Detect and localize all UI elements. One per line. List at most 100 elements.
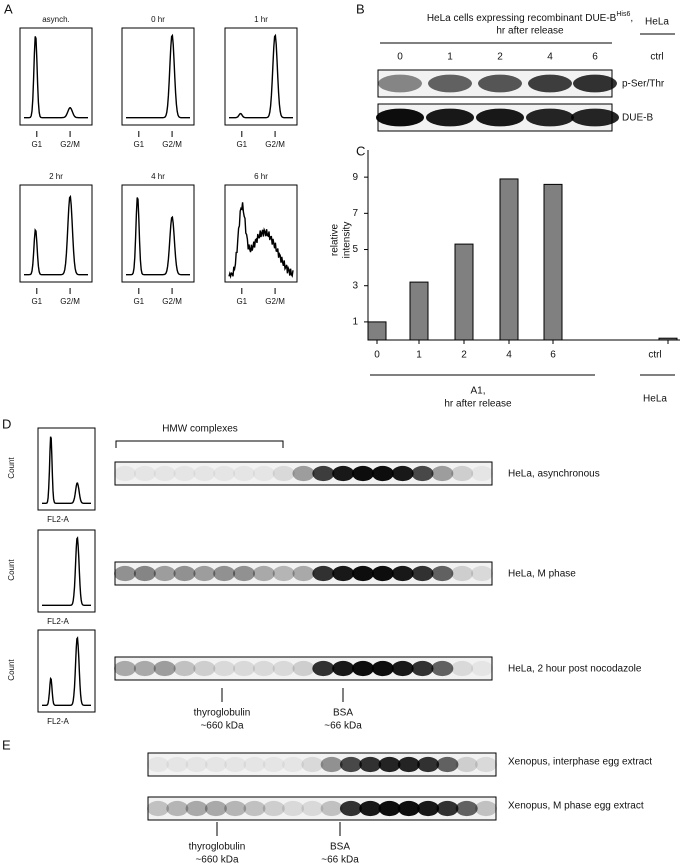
band — [471, 660, 493, 677]
histogram-curve — [126, 33, 190, 119]
band — [411, 565, 434, 582]
band — [371, 660, 394, 677]
histogram-frame — [224, 184, 298, 283]
y-label: Count — [7, 659, 16, 681]
bracket-label: HMW complexes — [162, 424, 238, 435]
band — [352, 565, 374, 582]
band — [431, 465, 454, 482]
marker-label: ~660 kDa — [195, 855, 239, 864]
y-label: Count — [7, 457, 16, 479]
band — [471, 465, 493, 482]
band — [114, 465, 136, 482]
x-tick-label: ctrl — [648, 350, 661, 361]
marker-label: G2/M — [265, 140, 285, 149]
band — [301, 800, 324, 817]
band — [320, 756, 343, 773]
band — [371, 465, 394, 482]
band — [193, 465, 216, 482]
y-label: relative — [330, 223, 341, 256]
band — [213, 565, 236, 582]
histogram-frame — [121, 184, 195, 283]
marker-label: BSA — [333, 708, 353, 719]
histogram-frame — [37, 629, 96, 713]
band — [332, 660, 355, 677]
band — [417, 800, 440, 817]
title-sup: His6 — [616, 11, 630, 18]
title-part: HeLa cells expressing recombinant DUE-B — [427, 13, 617, 24]
lane-label: 2 — [497, 52, 503, 63]
band — [475, 800, 497, 817]
band — [478, 74, 522, 93]
row-label: HeLa, 2 hour post nocodazole — [508, 664, 642, 675]
x-group-label: hr after release — [444, 399, 512, 410]
band — [213, 660, 236, 677]
marker-label: BSA — [330, 842, 350, 853]
x-group-label: HeLa — [643, 394, 667, 405]
x-tick-label: 1 — [416, 350, 422, 361]
band — [397, 756, 420, 773]
band — [166, 756, 189, 773]
histogram-title: 1 hr — [254, 15, 268, 24]
histogram-title: asynch. — [42, 15, 70, 24]
band — [455, 756, 478, 773]
band — [312, 565, 335, 582]
panel-label: A — [4, 1, 13, 16]
band — [436, 756, 459, 773]
band — [133, 565, 156, 582]
band — [282, 756, 305, 773]
marker-label: G2/M — [60, 140, 80, 149]
marker-label: thyroglobulin — [189, 842, 246, 853]
band — [233, 660, 255, 677]
histogram-curve — [42, 536, 91, 606]
band — [292, 565, 315, 582]
histogram-curve — [42, 436, 91, 504]
band — [320, 800, 343, 817]
band — [153, 565, 176, 582]
band — [378, 756, 401, 773]
x-label: FL2-A — [47, 515, 69, 524]
band — [426, 108, 474, 127]
band — [371, 565, 394, 582]
marker-label: thyroglobulin — [194, 708, 251, 719]
marker-label: G2/M — [162, 140, 182, 149]
y-tick-label: 3 — [352, 280, 358, 291]
band — [173, 565, 196, 582]
lane-label: 0 — [397, 52, 403, 63]
bar — [409, 281, 429, 341]
band — [272, 660, 295, 677]
group-label: HeLa — [645, 17, 669, 28]
band — [272, 465, 295, 482]
band — [292, 465, 315, 482]
band — [312, 660, 335, 677]
band — [391, 465, 414, 482]
band — [378, 74, 422, 93]
band — [153, 660, 176, 677]
band — [224, 800, 247, 817]
band — [571, 108, 619, 127]
blot-subtitle: hr after release — [496, 26, 564, 37]
band — [339, 756, 362, 773]
band — [475, 756, 497, 773]
panel-label: C — [356, 143, 365, 158]
band — [173, 660, 196, 677]
band — [359, 756, 382, 773]
bracket — [115, 440, 284, 448]
marker-label: G1 — [236, 140, 247, 149]
lane-label: 4 — [547, 52, 553, 63]
marker-label: G2/M — [60, 297, 80, 306]
histogram-frame — [224, 27, 298, 126]
x-tick-label: 6 — [550, 350, 556, 361]
band — [233, 565, 255, 582]
bar — [658, 337, 678, 341]
band — [359, 800, 382, 817]
band — [378, 800, 401, 817]
band — [252, 465, 275, 482]
band — [193, 565, 216, 582]
panel-label: D — [2, 416, 11, 431]
panel-label: B — [356, 1, 365, 16]
histogram-curve — [229, 33, 293, 119]
band — [185, 800, 208, 817]
marker-label: G1 — [236, 297, 247, 306]
y-tick-label: 1 — [352, 317, 358, 328]
